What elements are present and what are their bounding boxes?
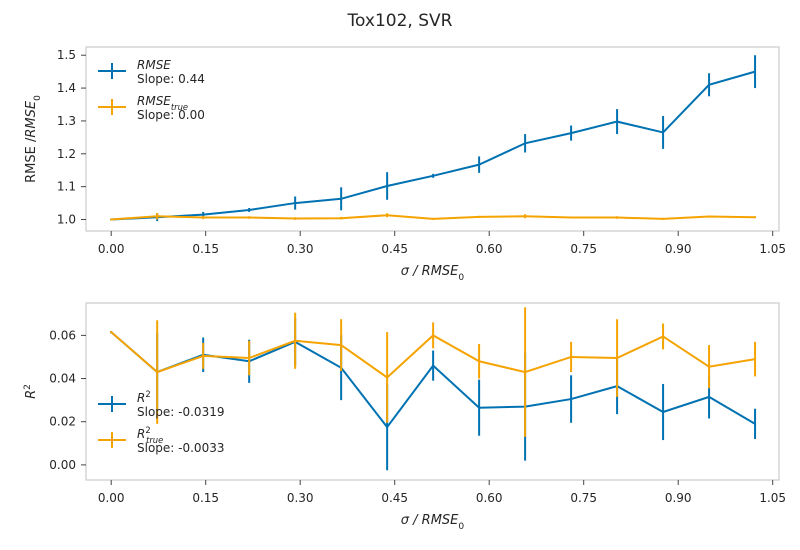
x-tick-label: 0.30: [287, 491, 314, 505]
x-tick-label: 0.90: [665, 242, 692, 256]
y-tick-label: 0.02: [49, 415, 76, 429]
x-tick-label: 0.90: [665, 491, 692, 505]
y-tick-label: 1.0: [57, 213, 76, 227]
rmse-chart: 0.00 0.15 0.30 0.45 0.60 0.75 0.90 1.05 1.0 1.1 1.…: [24, 46, 786, 283]
x-tick-label: 0.15: [192, 242, 219, 256]
x-tick-label: 0.60: [476, 242, 503, 256]
series-1: [110, 307, 757, 437]
y-tick-label: 1.4: [57, 81, 76, 95]
y-axis-title: R2: [23, 384, 39, 399]
x-tick-label: 0.45: [381, 491, 408, 505]
x-tick-label: 0.15: [192, 491, 219, 505]
series-1: [110, 212, 757, 221]
legend-label: R2: [137, 389, 151, 405]
legend-label: RMSEtrue: [137, 94, 188, 112]
legend-label: R2 true: [137, 425, 163, 445]
y-tick-label: 0.06: [49, 328, 76, 342]
x-tick-label: 1.05: [759, 491, 786, 505]
x-tick-label: 0.30: [287, 242, 314, 256]
y-tick-label: 1.1: [57, 180, 76, 194]
r2-chart: 0.00 0.15 0.30 0.45 0.60 0.75 0.90 1.05 0.00 0.02…: [23, 302, 786, 532]
x-axis-title: σ / RMSE0: [401, 264, 465, 283]
y-axis-title: RMSE /RMSE0: [24, 95, 43, 183]
y-tick-label: 1.3: [57, 114, 76, 128]
y-tick-label: 1.5: [57, 48, 76, 62]
x-tick-label: 0.60: [476, 491, 503, 505]
x-axis-title: σ / RMSE0: [401, 513, 465, 532]
x-tick-label: 0.00: [98, 242, 125, 256]
y-tick-label: 1.2: [57, 147, 76, 161]
legend-slope: Slope: 0.44: [137, 72, 205, 86]
legend-slope: Slope: 0.00: [137, 108, 205, 122]
x-tick-label: 0.45: [381, 242, 408, 256]
figure-title: Tox102, SVR: [347, 11, 453, 31]
x-tick-label: 1.05: [759, 242, 786, 256]
x-tick-label: 0.00: [98, 491, 125, 505]
x-tick-label: 0.75: [570, 242, 597, 256]
y-tick-label: 0.00: [49, 458, 76, 472]
x-tick-label: 0.75: [570, 491, 597, 505]
legend-slope: Slope: -0.0033: [137, 441, 224, 455]
legend-label: RMSE: [137, 58, 171, 72]
y-tick-label: 0.04: [49, 372, 76, 386]
legend-slope: Slope: -0.0319: [137, 405, 224, 419]
